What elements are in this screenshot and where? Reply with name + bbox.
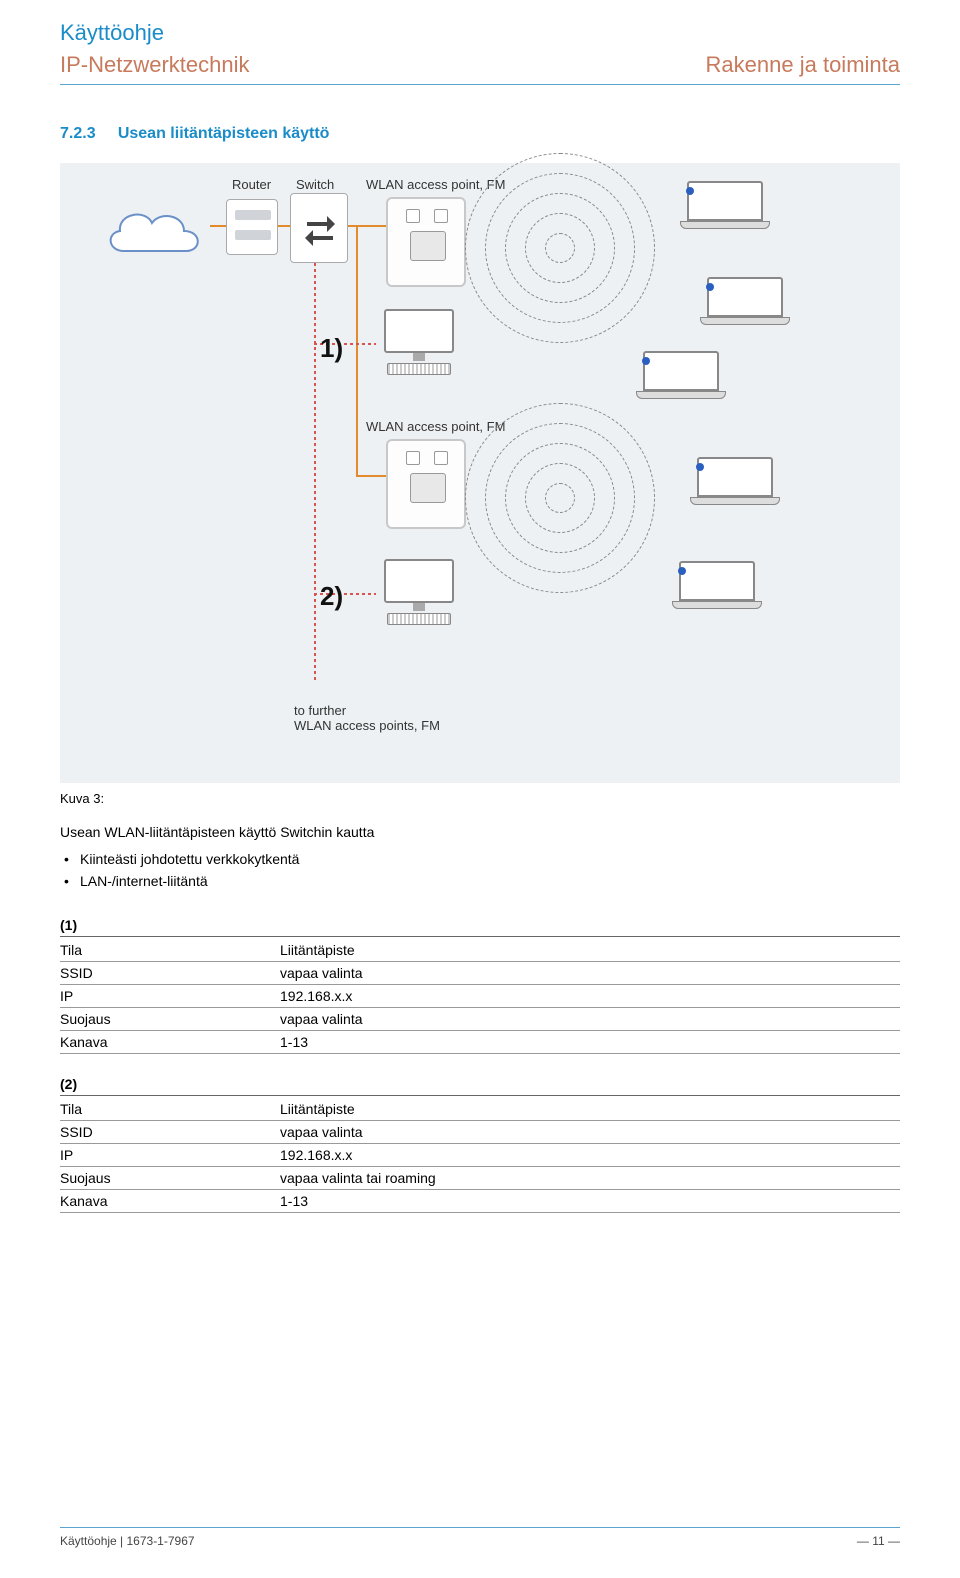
router-icon xyxy=(226,199,278,255)
param-block-title: (1) xyxy=(60,917,900,937)
network-diagram: Internet Router Switch WLAN access point… xyxy=(60,163,900,783)
param-block-title: (2) xyxy=(60,1076,900,1096)
param-key: Tila xyxy=(60,942,280,958)
param-key: SSID xyxy=(60,965,280,981)
router-label: Router xyxy=(232,177,271,192)
ap2-label: WLAN access point, FM xyxy=(366,419,505,434)
desktop-icon xyxy=(376,309,462,379)
table-row: SSIDvapaa valinta xyxy=(60,962,900,985)
table-row: TilaLiitäntäpiste xyxy=(60,1098,900,1121)
desktop-icon xyxy=(376,559,462,629)
cable-icon xyxy=(348,225,386,227)
param-key: Tila xyxy=(60,1101,280,1117)
param-val: vapaa valinta xyxy=(280,965,900,981)
param-val: 1-13 xyxy=(280,1034,900,1050)
param-key: Kanava xyxy=(60,1193,280,1209)
param-key: IP xyxy=(60,988,280,1004)
cable-dotted-icon xyxy=(314,263,316,683)
param-key: IP xyxy=(60,1147,280,1163)
table-row: TilaLiitäntäpiste xyxy=(60,939,900,962)
header-divider: IP-Netzwerktechnik Rakenne ja toiminta xyxy=(60,52,900,85)
further-label: to further WLAN access points, FM xyxy=(294,703,440,733)
table-row: Suojausvapaa valinta tai roaming xyxy=(60,1167,900,1190)
figure-caption: Kuva 3: xyxy=(60,791,900,806)
access-point-icon xyxy=(386,197,466,287)
param-key: SSID xyxy=(60,1124,280,1140)
cable-icon xyxy=(210,225,226,227)
wifi-dot-icon xyxy=(686,187,694,195)
param-val: vapaa valinta tai roaming xyxy=(280,1170,900,1186)
param-key: Suojaus xyxy=(60,1170,280,1186)
page-footer: Käyttöohje | 1673-1-7967 — 11 — xyxy=(60,1527,900,1548)
table-row: IP192.168.x.x xyxy=(60,985,900,1008)
description-heading: Usean WLAN-liitäntäpisteen käyttö Switch… xyxy=(60,824,900,840)
internet-cloud-icon xyxy=(100,201,210,265)
param-val: vapaa valinta xyxy=(280,1011,900,1027)
param-key: Suojaus xyxy=(60,1011,280,1027)
param-val: Liitäntäpiste xyxy=(280,942,900,958)
marker-2: 2) xyxy=(320,581,343,612)
param-block-1: (1) TilaLiitäntäpiste SSIDvapaa valinta … xyxy=(60,917,900,1054)
param-val: 1-13 xyxy=(280,1193,900,1209)
section-number: 7.2.3 xyxy=(60,125,96,142)
doc-subtitle-left: IP-Netzwerktechnik xyxy=(60,52,250,78)
list-item: LAN-/internet-liitäntä xyxy=(60,870,900,892)
table-row: IP192.168.x.x xyxy=(60,1144,900,1167)
table-row: Suojausvapaa valinta xyxy=(60,1008,900,1031)
cable-icon xyxy=(356,225,358,477)
footer-left: Käyttöohje | 1673-1-7967 xyxy=(60,1534,195,1548)
wifi-dot-icon xyxy=(678,567,686,575)
footer-right: — 11 — xyxy=(857,1534,900,1548)
table-row: Kanava1-13 xyxy=(60,1190,900,1213)
doc-subtitle-right: Rakenne ja toiminta xyxy=(706,52,900,78)
cable-icon xyxy=(278,225,290,227)
marker-1: 1) xyxy=(320,333,343,364)
switch-label: Switch xyxy=(296,177,334,192)
wifi-ring-icon xyxy=(545,483,575,513)
param-val: vapaa valinta xyxy=(280,1124,900,1140)
list-item: Kiinteästi johdotettu verkkokytkentä xyxy=(60,848,900,870)
wifi-dot-icon xyxy=(706,283,714,291)
section-title: Usean liitäntäpisteen käyttö xyxy=(118,125,330,142)
section-heading: 7.2.3 Usean liitäntäpisteen käyttö xyxy=(60,125,900,143)
cable-icon xyxy=(356,475,386,477)
wifi-dot-icon xyxy=(642,357,650,365)
wifi-dot-icon xyxy=(696,463,704,471)
table-row: Kanava1-13 xyxy=(60,1031,900,1054)
param-key: Kanava xyxy=(60,1034,280,1050)
param-val: 192.168.x.x xyxy=(280,988,900,1004)
param-val: 192.168.x.x xyxy=(280,1147,900,1163)
param-val: Liitäntäpiste xyxy=(280,1101,900,1117)
access-point-icon xyxy=(386,439,466,529)
switch-icon xyxy=(290,193,348,263)
doc-title: Käyttöohje xyxy=(60,20,900,46)
param-block-2: (2) TilaLiitäntäpiste SSID vapaa valinta … xyxy=(60,1076,900,1213)
description-list: Kiinteästi johdotettu verkkokytkentä LAN… xyxy=(60,848,900,893)
wifi-ring-icon xyxy=(545,233,575,263)
table-row: SSIDvapaa valinta xyxy=(60,1121,900,1144)
